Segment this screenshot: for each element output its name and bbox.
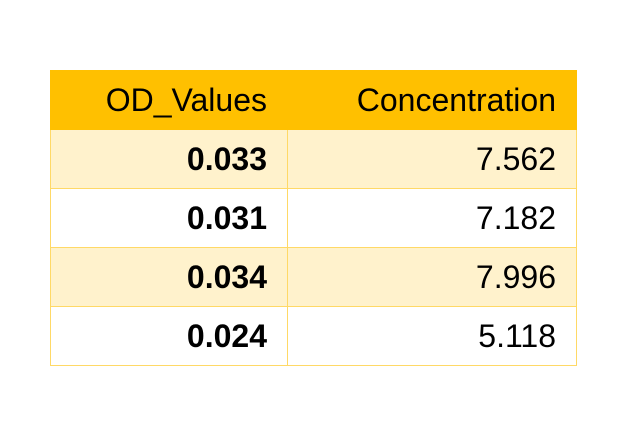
table-cell: 7.182 [287, 188, 577, 248]
table-cell: 0.033 [50, 129, 288, 189]
table-cell: 0.034 [50, 247, 288, 307]
table-cell: 0.024 [50, 306, 288, 366]
table-cell: 7.562 [287, 129, 577, 189]
table-cell: 5.118 [287, 306, 577, 366]
data-table: OD_Values Concentration 0.033 7.562 0.031 7… [50, 70, 577, 366]
header-cell: Concentration [287, 70, 577, 130]
header-cell: OD_Values [50, 70, 288, 130]
table-header: OD_Values Concentration [50, 70, 577, 130]
table-cell: 7.996 [287, 247, 577, 307]
header-row: OD_Values Concentration [50, 70, 577, 130]
table-row: 0.033 7.562 [50, 129, 577, 189]
table-body: 0.033 7.562 0.031 7.182 0.034 7.996 0.024 5.118 [50, 129, 577, 366]
table-row: 0.031 7.182 [50, 188, 577, 248]
table-row: 0.024 5.118 [50, 306, 577, 366]
table-row: 0.034 7.996 [50, 247, 577, 307]
table-cell: 0.031 [50, 188, 288, 248]
